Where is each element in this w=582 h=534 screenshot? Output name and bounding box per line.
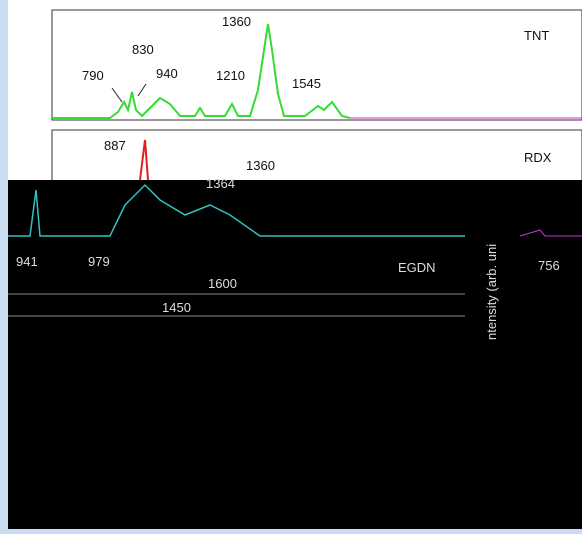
peak-label: 979: [88, 254, 110, 269]
black-region: [8, 180, 582, 529]
peak-label: 887: [104, 138, 126, 153]
peak-label: 1210: [216, 68, 245, 83]
peak-label: 1364: [206, 176, 235, 191]
peak-label: 1360: [222, 14, 251, 29]
axis-label: ntensity (arb. uni: [484, 244, 499, 340]
panel-label: TNT: [524, 28, 549, 43]
peak-label: 790: [82, 68, 104, 83]
peak-label: 1450: [162, 300, 191, 315]
page: {"panels": [ {"label": "TNT", "peaks": […: [0, 0, 582, 529]
peak-label: 941: [16, 254, 38, 269]
tnt-panel: [52, 10, 582, 120]
panel-label: EGDN: [398, 260, 436, 275]
screenshot: 790 830 940 1210 1360 1545 TNT 887 1360 …: [0, 0, 582, 529]
peak-label: 830: [132, 42, 154, 57]
peak-label: 940: [156, 66, 178, 81]
peak-label: 756: [538, 258, 560, 273]
peak-label: 1360: [246, 158, 275, 173]
panel-label: RDX: [524, 150, 552, 165]
glitch-area: 941 979 1600 1450 756 1364 EGDN ntensity…: [8, 176, 582, 529]
peak-label: 1545: [292, 76, 321, 91]
peak-label: 1600: [208, 276, 237, 291]
